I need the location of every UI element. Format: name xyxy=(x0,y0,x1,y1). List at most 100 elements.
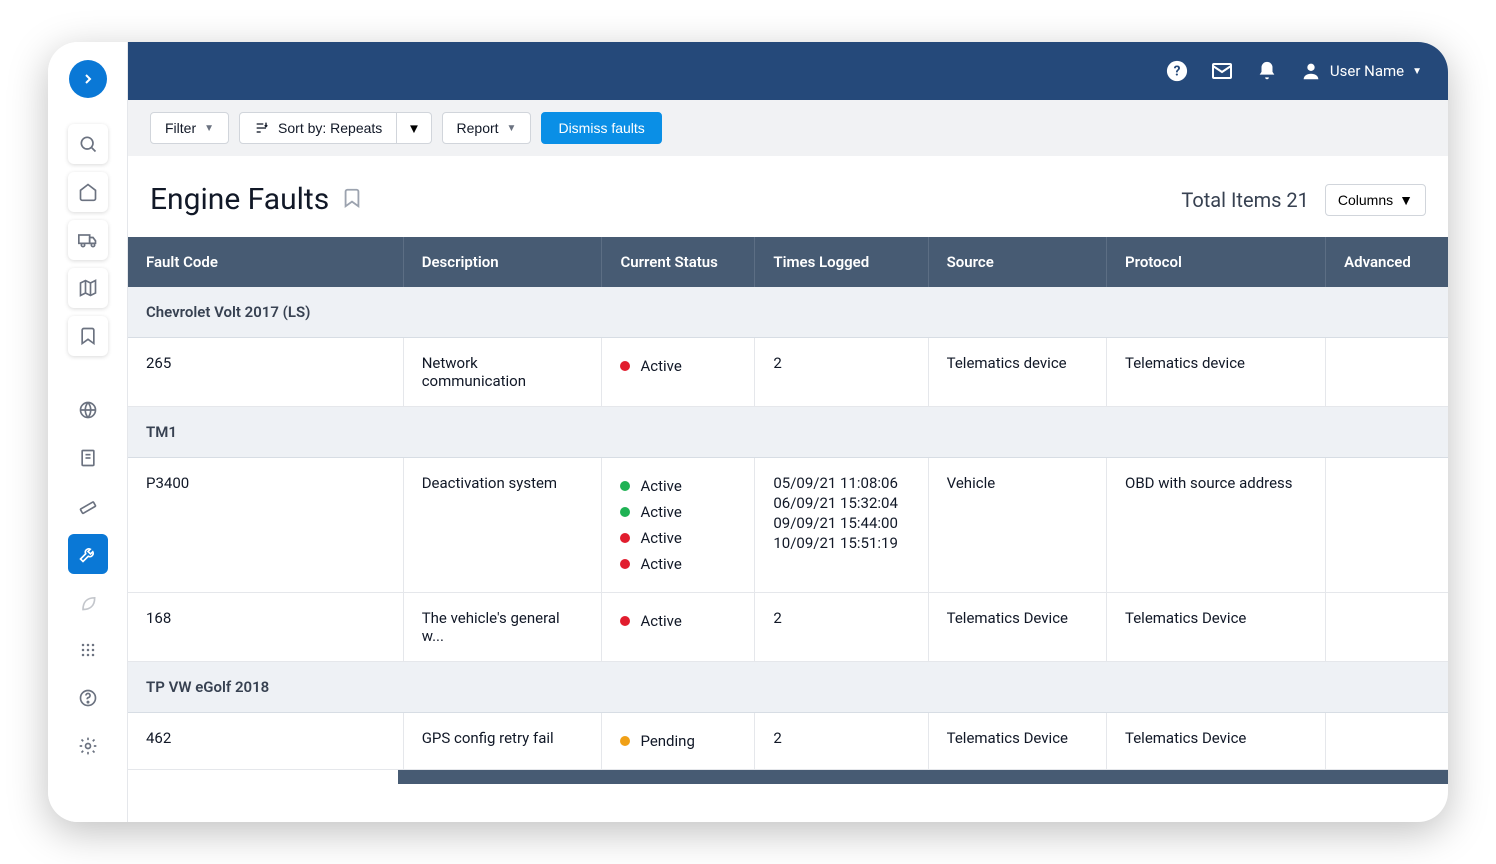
page-title: Engine Faults xyxy=(150,182,363,217)
cell-source: Telematics device xyxy=(928,338,1106,407)
sort-label: Sort by: Repeats xyxy=(278,120,382,136)
column-header[interactable]: Source xyxy=(928,237,1106,287)
column-header[interactable]: Fault Code xyxy=(128,237,403,287)
filter-button[interactable]: Filter ▼ xyxy=(150,112,229,144)
cell-description: Deactivation system xyxy=(403,458,602,593)
sort-button[interactable]: Sort by: Repeats xyxy=(239,112,397,144)
cell-source: Telematics Device xyxy=(928,713,1106,770)
column-header[interactable]: Times Logged xyxy=(755,237,928,287)
cell-fault-code: 265 xyxy=(128,338,403,407)
column-header[interactable]: Current Status xyxy=(602,237,755,287)
user-menu[interactable]: User Name ▼ xyxy=(1300,60,1422,82)
sidebar-item-ruler[interactable] xyxy=(68,486,108,526)
status-label: Active xyxy=(640,552,681,576)
status-line: Active xyxy=(620,552,736,576)
map-icon xyxy=(78,278,98,298)
sidebar-item-fleet[interactable] xyxy=(68,220,108,260)
chevron-down-icon: ▼ xyxy=(407,121,420,136)
main-area: ? User Name ▼ Filter ▼ So xyxy=(128,42,1448,822)
sort-icon xyxy=(254,120,270,136)
cell-advanced xyxy=(1326,338,1448,407)
cell-advanced xyxy=(1326,713,1448,770)
filter-label: Filter xyxy=(165,120,196,136)
grid-icon xyxy=(78,640,98,660)
table-body: Chevrolet Volt 2017 (LS)265Network commu… xyxy=(128,287,1448,770)
group-label: TM1 xyxy=(128,407,1448,458)
group-row[interactable]: TM1 xyxy=(128,407,1448,458)
status-dot-icon xyxy=(620,481,630,491)
sort-button-group: Sort by: Repeats ▼ xyxy=(239,112,431,144)
group-label: TP VW eGolf 2018 xyxy=(128,662,1448,713)
cell-times: 05/09/21 11:08:0606/09/21 15:32:0409/09/… xyxy=(755,458,928,593)
table-row[interactable]: 168The vehicle's general w...Active2Tele… xyxy=(128,593,1448,662)
cell-description: Network communication xyxy=(403,338,602,407)
status-label: Active xyxy=(640,474,681,498)
table-row[interactable]: 265Network communication Active 2Telematic… xyxy=(128,338,1448,407)
time-value: 09/09/21 15:44:00 xyxy=(773,514,909,532)
chevron-down-icon: ▼ xyxy=(1399,192,1413,208)
status-dot-icon xyxy=(620,559,630,569)
status-line: Active xyxy=(620,474,736,498)
svg-text:?: ? xyxy=(1173,64,1180,80)
sidebar-item-eco[interactable] xyxy=(68,582,108,622)
sidebar-item-globe[interactable] xyxy=(68,390,108,430)
status-line: Active xyxy=(620,354,736,378)
total-items-label: Total Items 21 xyxy=(1181,188,1309,212)
sidebar-item-home[interactable] xyxy=(68,172,108,212)
table-header: Fault CodeDescriptionCurrent StatusTimes… xyxy=(128,237,1448,287)
sort-dropdown-button[interactable]: ▼ xyxy=(397,112,431,144)
mail-icon xyxy=(1210,59,1234,83)
truck-icon xyxy=(78,230,98,250)
status-dot-icon xyxy=(620,361,630,371)
time-value: 2 xyxy=(773,729,909,747)
column-header[interactable]: Description xyxy=(403,237,602,287)
status-dot-icon xyxy=(620,507,630,517)
bookmark-toggle[interactable] xyxy=(341,182,363,217)
status-line: Active xyxy=(620,526,736,550)
sidebar-item-help[interactable] xyxy=(68,678,108,718)
status-label: Pending xyxy=(640,729,694,753)
cell-times: 2 xyxy=(755,713,928,770)
horizontal-scrollbar[interactable] xyxy=(398,770,1448,784)
sidebar-item-settings[interactable] xyxy=(68,726,108,766)
cell-status: Active xyxy=(602,593,755,662)
cell-protocol: Telematics Device xyxy=(1107,593,1326,662)
status-line: Active xyxy=(620,500,736,524)
sidebar-item-report[interactable] xyxy=(68,438,108,478)
cell-protocol: OBD with source address xyxy=(1107,458,1326,593)
sidebar-item-map[interactable] xyxy=(68,268,108,308)
sidebar-item-search[interactable] xyxy=(68,124,108,164)
chevron-down-icon: ▼ xyxy=(204,123,214,134)
status-label: Active xyxy=(640,500,681,524)
cell-advanced xyxy=(1326,593,1448,662)
search-icon xyxy=(78,134,98,154)
globe-icon xyxy=(78,400,98,420)
report-label: Report xyxy=(457,120,499,136)
help-button[interactable]: ? xyxy=(1166,60,1188,82)
sidebar-item-bookmarks[interactable] xyxy=(68,316,108,356)
report-button[interactable]: Report ▼ xyxy=(442,112,532,144)
messages-button[interactable] xyxy=(1210,59,1234,83)
columns-button[interactable]: Columns ▼ xyxy=(1325,184,1426,216)
toolbar: Filter ▼ Sort by: Repeats ▼ Report ▼ Dis… xyxy=(128,100,1448,156)
sidebar-expand-button[interactable] xyxy=(69,60,107,98)
dismiss-faults-button[interactable]: Dismiss faults xyxy=(541,112,661,144)
column-header[interactable]: Protocol xyxy=(1107,237,1326,287)
chevron-right-icon xyxy=(80,71,96,87)
table-row[interactable]: P3400Deactivation systemActiveActiveActi… xyxy=(128,458,1448,593)
notifications-button[interactable] xyxy=(1256,60,1278,82)
group-row[interactable]: TP VW eGolf 2018 xyxy=(128,662,1448,713)
faults-table: Fault CodeDescriptionCurrent StatusTimes… xyxy=(128,237,1448,770)
page-title-text: Engine Faults xyxy=(150,182,329,217)
cell-advanced xyxy=(1326,458,1448,593)
sidebar-item-maintenance[interactable] xyxy=(68,534,108,574)
cell-times: 2 xyxy=(755,338,928,407)
group-row[interactable]: Chevrolet Volt 2017 (LS) xyxy=(128,287,1448,338)
sidebar-item-apps[interactable] xyxy=(68,630,108,670)
table-row[interactable]: 462GPS config retry failPending2Telemati… xyxy=(128,713,1448,770)
chevron-down-icon: ▼ xyxy=(1412,66,1422,77)
dismiss-label: Dismiss faults xyxy=(558,120,644,136)
home-icon xyxy=(78,182,98,202)
status-label: Active xyxy=(640,609,681,633)
column-header[interactable]: Advanced xyxy=(1326,237,1448,287)
